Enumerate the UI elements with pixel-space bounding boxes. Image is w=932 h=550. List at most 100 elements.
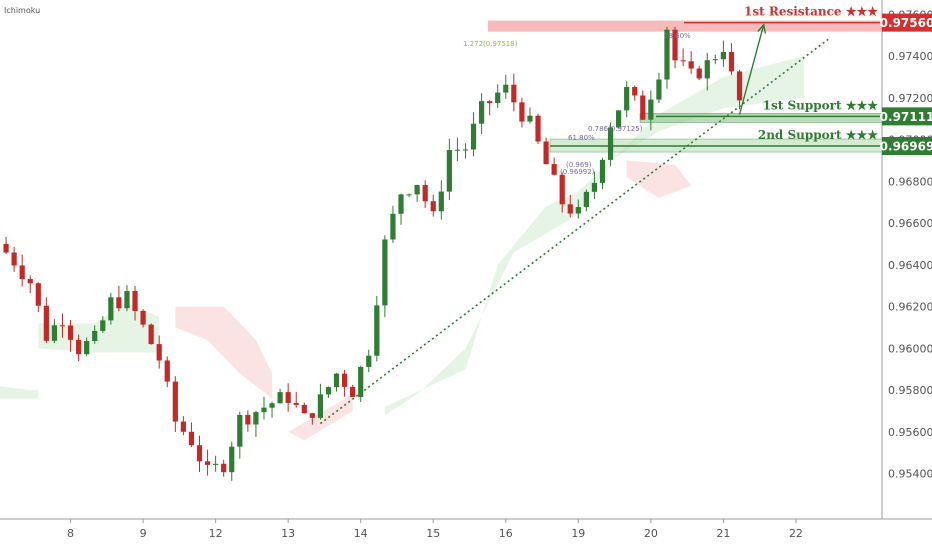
cloud-green-2	[384, 56, 804, 416]
candle-body-62	[495, 92, 501, 104]
candle-body-57	[454, 149, 461, 151]
price-badge-text-2: 0.96969	[880, 140, 932, 154]
candle-body-31	[245, 414, 251, 425]
candle-body-75	[599, 159, 606, 183]
candle-body-78	[624, 86, 630, 111]
candle-body-38	[301, 404, 307, 414]
y-tick-label: 0.97200	[888, 92, 932, 105]
candle-body-76	[607, 127, 614, 160]
candle-body-77	[616, 110, 622, 128]
candle-body-24	[188, 431, 195, 446]
support-title-2: 2nd Support ★★★	[758, 128, 878, 142]
fib-label-3: 61.80%	[568, 134, 595, 142]
candle-body-91	[728, 51, 735, 72]
candle-body-61	[487, 101, 493, 104]
candle-body-37	[293, 402, 299, 405]
price-badge-text-0: 0.97560	[880, 16, 932, 30]
candle-body-19	[148, 324, 154, 345]
y-tick-label: 0.95800	[888, 384, 932, 397]
y-tick-label: 0.95600	[888, 426, 932, 439]
candle-body-34	[269, 403, 275, 408]
fib-label-1: 78.60%	[664, 32, 691, 40]
x-tick-label: 14	[354, 527, 368, 540]
candle-body-67	[535, 115, 541, 142]
candle-body-45	[358, 366, 364, 397]
candle-body-18	[140, 310, 146, 325]
candle-body-20	[156, 344, 162, 361]
candle-body-27	[213, 463, 219, 465]
candle-body-54	[430, 201, 436, 212]
candle-body-69	[551, 164, 557, 175]
x-tick-label: 22	[789, 527, 803, 540]
fib-label-4: (0.969)	[566, 161, 592, 169]
candle-body-3	[19, 265, 25, 280]
price-badge-2	[882, 137, 932, 156]
candle-body-33	[261, 407, 267, 413]
candlesticks	[3, 26, 743, 481]
candle-body-36	[285, 392, 291, 403]
x-tick-label: 20	[644, 527, 658, 540]
candle-body-51	[406, 194, 412, 196]
candle-body-88	[704, 60, 710, 79]
candle-body-16	[124, 291, 130, 309]
candle-body-14	[108, 297, 114, 321]
cloud-green-0	[0, 386, 39, 399]
support-1-zone	[639, 113, 883, 123]
candle-body-82	[656, 79, 662, 100]
candle-body-84	[672, 29, 678, 61]
candle-body-64	[511, 84, 517, 103]
cloud-green-1	[38, 302, 160, 353]
projection-arrow	[738, 24, 765, 115]
candle-body-83	[664, 29, 670, 80]
fib-label-2: 0.786(0.97125)	[588, 125, 643, 133]
x-tick-label: 12	[209, 527, 223, 540]
candle-body-8	[59, 325, 66, 327]
y-tick-label: 0.96800	[888, 175, 932, 188]
candle-body-59	[470, 123, 477, 150]
candle-body-86	[688, 61, 694, 69]
x-tick-label: 13	[281, 527, 295, 540]
candle-body-1	[3, 243, 9, 253]
candle-body-35	[277, 392, 283, 404]
candle-body-58	[462, 149, 469, 151]
candle-body-39	[309, 413, 315, 418]
candle-body-42	[333, 373, 340, 388]
candle-body-63	[503, 84, 509, 93]
candle-body-43	[341, 373, 348, 387]
level-zones	[488, 20, 883, 153]
candle-body-2	[11, 252, 17, 266]
candle-body-26	[204, 461, 211, 465]
candle-body-70	[559, 174, 565, 205]
candle-body-80	[640, 95, 646, 120]
candle-body-32	[253, 412, 259, 425]
candle-body-87	[696, 68, 702, 79]
candle-body-30	[237, 414, 243, 447]
projection-arrow-head	[757, 23, 767, 34]
candle-body-79	[632, 86, 638, 96]
candle-body-92	[736, 71, 743, 101]
cloud-red-2	[626, 160, 692, 199]
candle-body-89	[712, 59, 718, 61]
candle-body-40	[317, 394, 323, 418]
resistance-zone	[488, 20, 882, 32]
price-badge-text-1: 0.97111	[880, 110, 932, 124]
x-tick-label: 19	[571, 527, 585, 540]
y-tick-label: 0.95400	[888, 468, 932, 481]
candle-body-13	[100, 320, 106, 331]
candle-body-71	[567, 204, 573, 214]
candle-body-5	[35, 283, 41, 306]
candle-body-56	[446, 150, 452, 192]
resistance-title-0: 1st Resistance ★★★	[744, 5, 878, 19]
fib-label-0: 1.272(0.97518)	[463, 40, 518, 48]
candle-body-52	[414, 185, 420, 195]
y-tick-label: 0.96000	[888, 342, 932, 355]
candle-body-15	[116, 297, 122, 309]
candle-body-74	[591, 182, 598, 192]
y-tick-label: 0.96400	[888, 259, 932, 272]
candle-body-48	[382, 239, 388, 306]
y-tick-label: 0.97400	[888, 50, 932, 63]
candle-body-72	[575, 207, 581, 214]
candle-body-23	[180, 421, 186, 432]
candle-body-10	[76, 339, 82, 355]
